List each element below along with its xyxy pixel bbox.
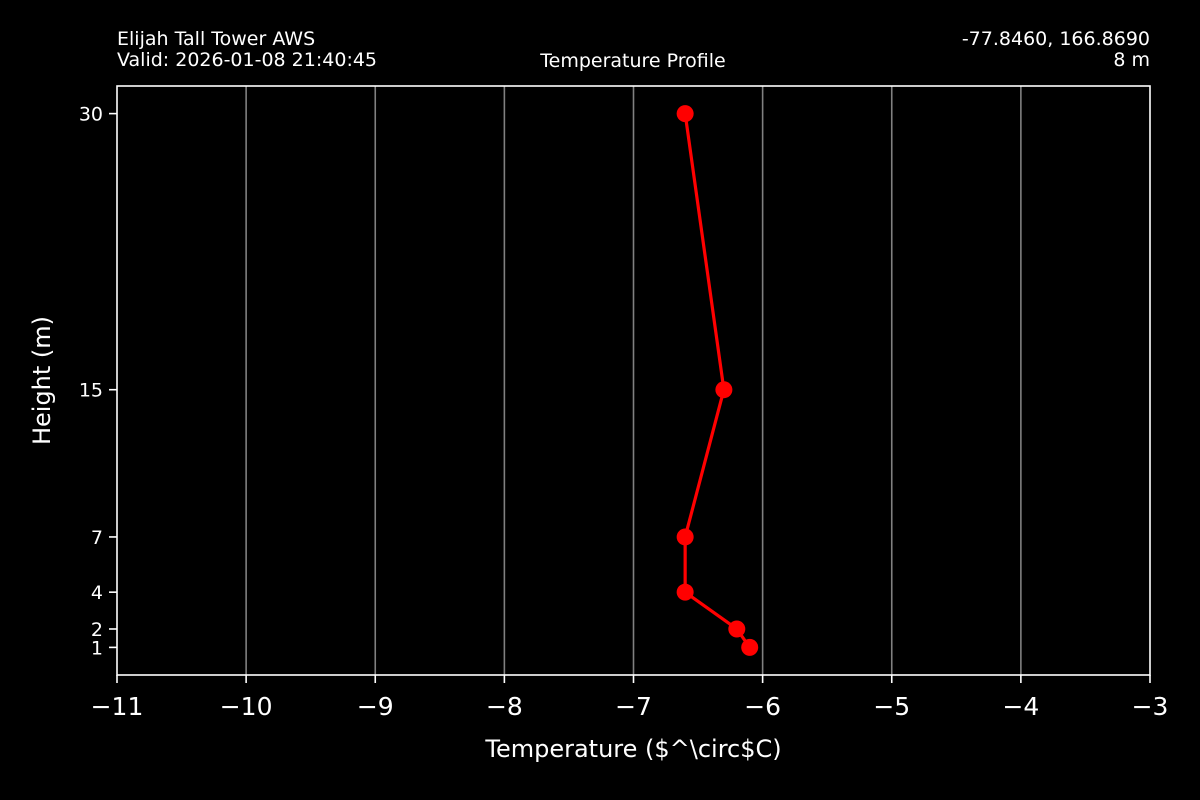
y-tick-label: 4	[91, 582, 103, 604]
valid-time: Valid: 2026-01-08 21:40:45	[117, 49, 378, 71]
x-tick-label: −8	[486, 692, 523, 721]
y-tick-label: 7	[91, 527, 103, 549]
x-tick-label: −3	[1132, 692, 1169, 721]
x-tick-label: −6	[744, 692, 781, 721]
data-point	[676, 583, 694, 601]
elevation: 8 m	[1113, 49, 1150, 71]
x-axis-label: Temperature ($^\circ$C)	[484, 735, 781, 763]
data-point	[676, 105, 694, 123]
data-point	[728, 620, 746, 638]
station-name: Elijah Tall Tower AWS	[117, 28, 316, 50]
grid-lines	[245, 86, 1022, 675]
x-axis-ticks: −11 −10 −9 −8 −7 −6 −5 −4 −3	[91, 675, 1169, 721]
series-layer	[676, 105, 759, 656]
chart-title: Temperature Profile	[540, 50, 726, 72]
y-axis-label: Height (m)	[28, 316, 56, 445]
data-point	[715, 381, 733, 399]
y-axis-ticks: 12 4 7 15 30	[79, 104, 117, 659]
data-point	[741, 638, 759, 656]
x-tick-label: −7	[615, 692, 652, 721]
x-tick-label: −10	[220, 692, 273, 721]
station-header: Elijah Tall Tower AWS Valid: 2026-01-08 …	[117, 29, 377, 71]
location-header: -77.8460, 166.8690 8 m	[962, 29, 1150, 71]
x-tick-label: −4	[1002, 692, 1039, 721]
data-point	[676, 528, 694, 546]
y-tick-label: 30	[79, 104, 103, 126]
x-tick-label: −5	[873, 692, 910, 721]
x-tick-label: −11	[91, 692, 144, 721]
temperature-line	[683, 113, 752, 649]
y-tick-label: 2	[91, 619, 103, 641]
y-tick-label: 15	[79, 380, 103, 402]
x-tick-label: −9	[357, 692, 394, 721]
y-tick-label: 1	[91, 637, 103, 659]
coordinates: -77.8460, 166.8690	[961, 28, 1150, 50]
